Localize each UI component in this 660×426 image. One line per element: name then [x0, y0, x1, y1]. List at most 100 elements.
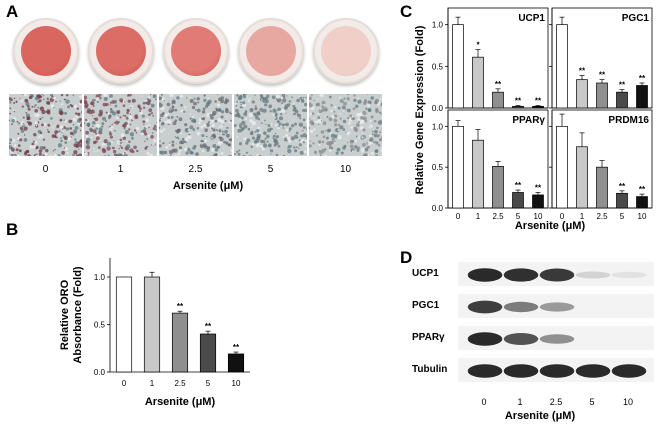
cell-speck — [93, 148, 95, 150]
cell-speck — [110, 108, 113, 111]
cell-speck — [377, 132, 379, 134]
cell-speck — [147, 124, 151, 127]
cell-speck — [329, 132, 332, 135]
cell-speck — [370, 115, 374, 119]
cell-speck — [92, 105, 95, 107]
cell-speck — [74, 112, 78, 115]
cell-speck — [77, 108, 79, 110]
cell-speck — [309, 118, 311, 120]
cell-speck — [283, 96, 286, 99]
cell-speck — [239, 94, 243, 99]
cell-speck — [124, 101, 126, 103]
cell-speck — [171, 143, 175, 147]
cell-speck — [225, 98, 227, 100]
cell-speck — [259, 107, 264, 112]
subplot-title: PRDM16 — [608, 115, 649, 126]
cell-speck — [371, 133, 375, 136]
cell-speck — [193, 101, 197, 106]
cell-speck — [255, 143, 260, 148]
cell-speck — [31, 105, 34, 108]
cell-speck — [118, 147, 120, 150]
blot-bands — [467, 332, 575, 346]
cell-speck — [287, 147, 289, 149]
cell-speck — [18, 122, 21, 125]
blot-band — [539, 302, 575, 312]
cell-speck — [356, 123, 360, 127]
cell-speck — [67, 105, 70, 109]
cell-speck — [91, 109, 95, 114]
cell-speck — [312, 142, 315, 145]
cell-speck — [29, 145, 34, 149]
cell-speck — [284, 104, 289, 109]
cell-speck — [152, 115, 155, 117]
cell-speck — [370, 102, 372, 104]
blot-bands — [467, 268, 647, 282]
cell-speck — [15, 101, 18, 103]
blot-band — [575, 364, 611, 378]
cell-speck — [214, 147, 219, 152]
cell-speck — [150, 94, 152, 96]
cell-speck — [47, 123, 51, 127]
cell-speck — [354, 128, 358, 132]
cell-speck — [313, 120, 317, 124]
cell-speck — [60, 139, 63, 143]
cell-speck — [85, 130, 89, 135]
cell-speck — [285, 133, 289, 137]
cell-speck — [345, 109, 347, 111]
cell-speck — [370, 151, 374, 155]
cell-speck — [116, 110, 121, 114]
significance-mark: ** — [599, 71, 606, 80]
cell-speck — [268, 104, 273, 109]
cell-speck — [299, 150, 304, 155]
cell-speck — [302, 126, 306, 129]
panel-d-tick: 10 — [622, 397, 633, 407]
microscopy-image-1 — [83, 93, 158, 157]
cell-speck — [116, 153, 118, 155]
bar-1 — [472, 139, 484, 209]
cell-speck — [113, 140, 115, 142]
cell-speck — [302, 141, 305, 144]
cell-speck — [187, 129, 190, 132]
cell-speck — [124, 130, 129, 135]
cell-speck — [206, 123, 210, 127]
cell-speck — [171, 140, 175, 144]
cell-speck — [188, 131, 191, 133]
cell-speck — [171, 105, 175, 109]
cell-speck — [135, 131, 138, 134]
cell-speck — [95, 136, 100, 141]
bar-10 — [636, 196, 648, 209]
cell-speck — [291, 124, 295, 128]
cell-speck — [275, 124, 277, 127]
cell-speck — [173, 148, 178, 153]
cell-speck — [281, 104, 284, 107]
cell-speck — [56, 133, 61, 138]
cell-speck — [39, 106, 44, 111]
blot-strip-PGC1 — [457, 293, 655, 319]
cell-speck — [171, 99, 176, 104]
cell-speck — [317, 99, 319, 101]
significance-mark: ** — [639, 74, 646, 83]
bar-2.5 — [492, 91, 504, 109]
cell-speck — [272, 137, 274, 139]
cell-speck — [347, 94, 350, 96]
cell-speck — [33, 133, 37, 137]
x-tick-label: 1 — [580, 212, 585, 221]
cell-speck — [129, 132, 135, 137]
cell-speck — [283, 154, 285, 156]
cell-speck — [351, 116, 354, 118]
cell-speck — [64, 141, 68, 144]
x-tick-label: 2.5 — [174, 379, 186, 388]
cell-speck — [324, 108, 328, 112]
blot-band — [467, 300, 503, 314]
y-axis-label: Relative Gene Expression (Fold) — [414, 25, 426, 194]
cell-speck — [250, 145, 254, 148]
x-tick-label: 5 — [206, 379, 211, 388]
cell-speck — [272, 108, 277, 113]
cell-speck — [62, 128, 64, 130]
cell-speck — [212, 128, 216, 132]
cell-speck — [75, 143, 81, 148]
cell-speck — [109, 135, 113, 139]
cell-speck — [217, 146, 221, 149]
cell-speck — [159, 117, 162, 120]
cell-speck — [92, 98, 95, 102]
